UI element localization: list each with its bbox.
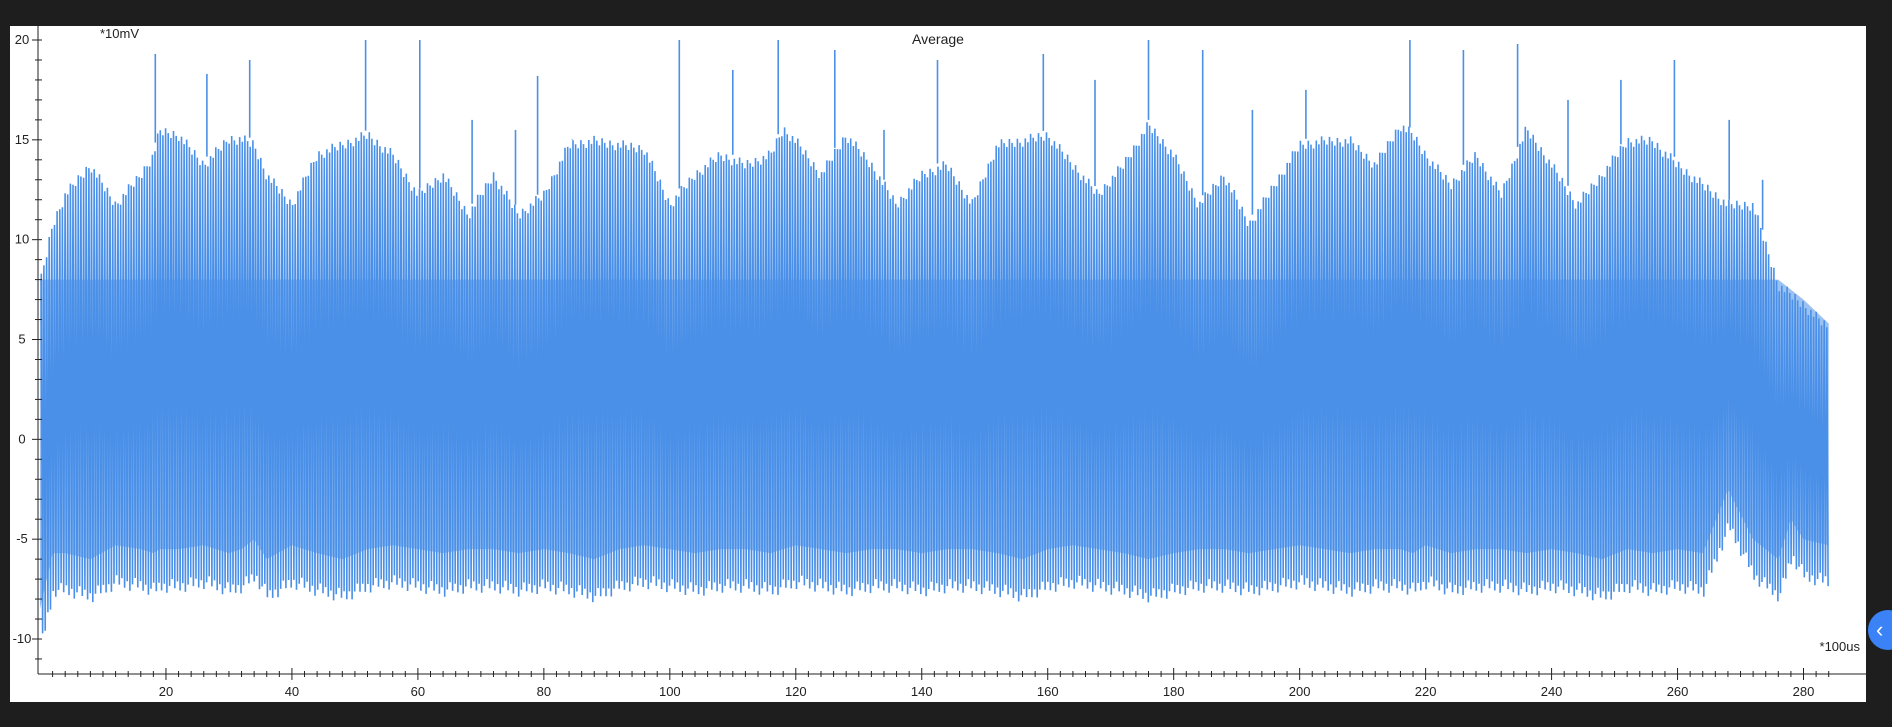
x-tick-label: 120 (785, 684, 807, 699)
y-tick-label: -10 (13, 631, 32, 646)
x-ticks: 20 40 60 80 100 120 140 160 180 200 220 240 260 280 (52, 668, 1830, 699)
y-axis-unit-label: *10mV (100, 26, 139, 41)
x-tick-label: 220 (1415, 684, 1437, 699)
x-tick-label: 140 (911, 684, 933, 699)
x-tick-label: 240 (1541, 684, 1563, 699)
plot-area: -10 -5 0 5 10 15 20 20 40 60 80 100 120 140 160 180 200… (10, 26, 1866, 702)
series-trace (40, 40, 1829, 634)
x-tick-label: 80 (537, 684, 551, 699)
collapse-panel-button[interactable]: ‹ (1868, 610, 1892, 650)
chart: -10 -5 0 5 10 15 20 20 40 60 80 100 120 140 160 180 200… (13, 26, 1866, 699)
y-tick-label: 20 (15, 32, 29, 47)
x-tick-label: 100 (659, 684, 681, 699)
chevron-left-icon: ‹ (1876, 617, 1884, 642)
chart-title: Average (912, 31, 964, 47)
y-tick-label: 0 (18, 431, 25, 446)
waveform-line (40, 122, 1829, 634)
x-tick-label: 40 (285, 684, 299, 699)
x-tick-label: 260 (1667, 684, 1689, 699)
x-tick-label: 200 (1289, 684, 1311, 699)
x-tick-label: 180 (1163, 684, 1185, 699)
x-tick-label: 60 (411, 684, 425, 699)
x-tick-label: 280 (1793, 684, 1815, 699)
y-tick-label: 10 (15, 232, 29, 247)
y-tick-label: 5 (18, 332, 25, 347)
x-axis-unit-label: *100us (1820, 639, 1861, 654)
x-tick-label: 160 (1037, 684, 1059, 699)
y-tick-label: -5 (16, 531, 28, 546)
y-tick-label: 15 (15, 132, 29, 147)
y-ticks: -10 -5 0 5 10 15 20 (13, 32, 42, 660)
x-tick-label: 20 (159, 684, 173, 699)
